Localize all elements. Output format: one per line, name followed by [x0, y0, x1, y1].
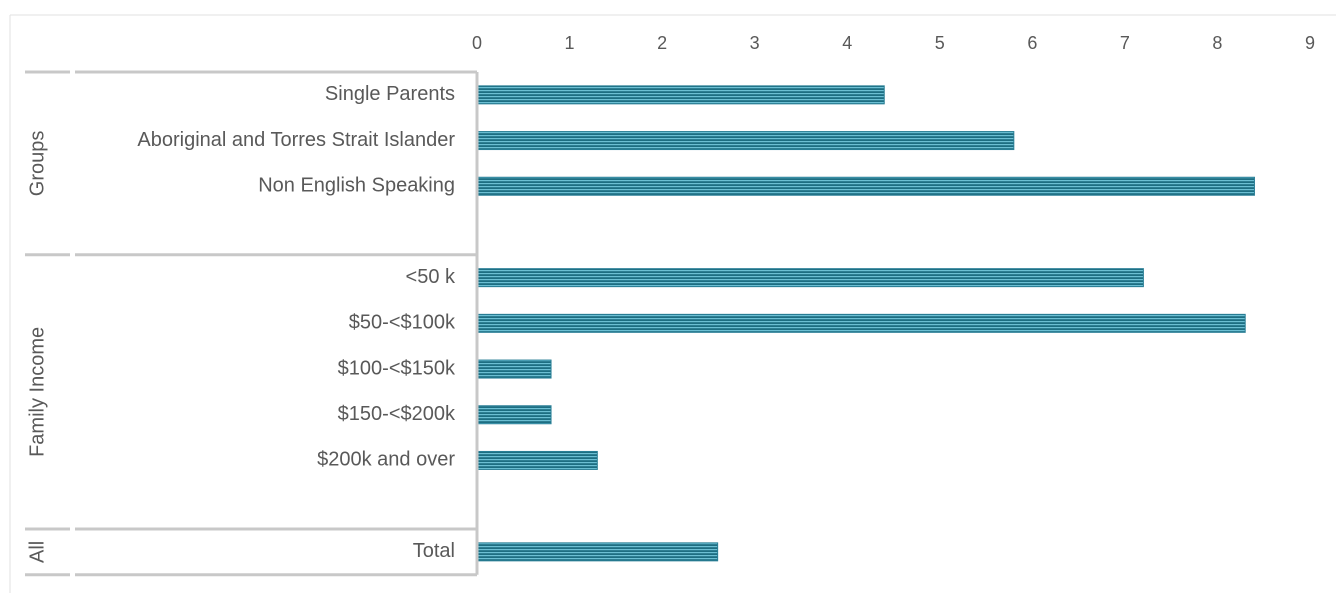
category-label: <50 k — [406, 266, 456, 288]
x-tick-label: 1 — [565, 33, 575, 53]
x-tick-label: 4 — [842, 33, 852, 53]
x-tick-label: 8 — [1212, 33, 1222, 53]
x-tick-label: 0 — [472, 33, 482, 53]
bar — [476, 359, 552, 379]
x-tick-label: 2 — [657, 33, 667, 53]
group-label: Groups — [26, 131, 48, 197]
bar — [476, 450, 598, 470]
category-label: $100-<$150k — [338, 357, 456, 379]
category-label: $150-<$200k — [338, 403, 456, 425]
category-label: Total — [413, 540, 455, 562]
category-label: $50-<$100k — [349, 312, 456, 334]
bar — [476, 176, 1255, 196]
x-tick-label: 9 — [1305, 33, 1315, 53]
category-label: $200k and over — [317, 449, 455, 471]
bar — [476, 405, 552, 425]
group-label: Family Income — [26, 327, 48, 457]
bar — [476, 542, 719, 562]
category-label: Single Parents — [325, 83, 455, 105]
bar — [476, 85, 885, 105]
x-tick-label: 6 — [1027, 33, 1037, 53]
bar — [476, 131, 1015, 151]
category-label: Aboriginal and Torres Strait Islander — [137, 129, 455, 151]
x-tick-label: 3 — [750, 33, 760, 53]
bar — [476, 268, 1144, 288]
x-tick-label: 7 — [1120, 33, 1130, 53]
x-tick-label: 5 — [935, 33, 945, 53]
category-label: Non English Speaking — [258, 175, 455, 197]
bar — [476, 313, 1246, 333]
group-label: All — [26, 541, 48, 563]
